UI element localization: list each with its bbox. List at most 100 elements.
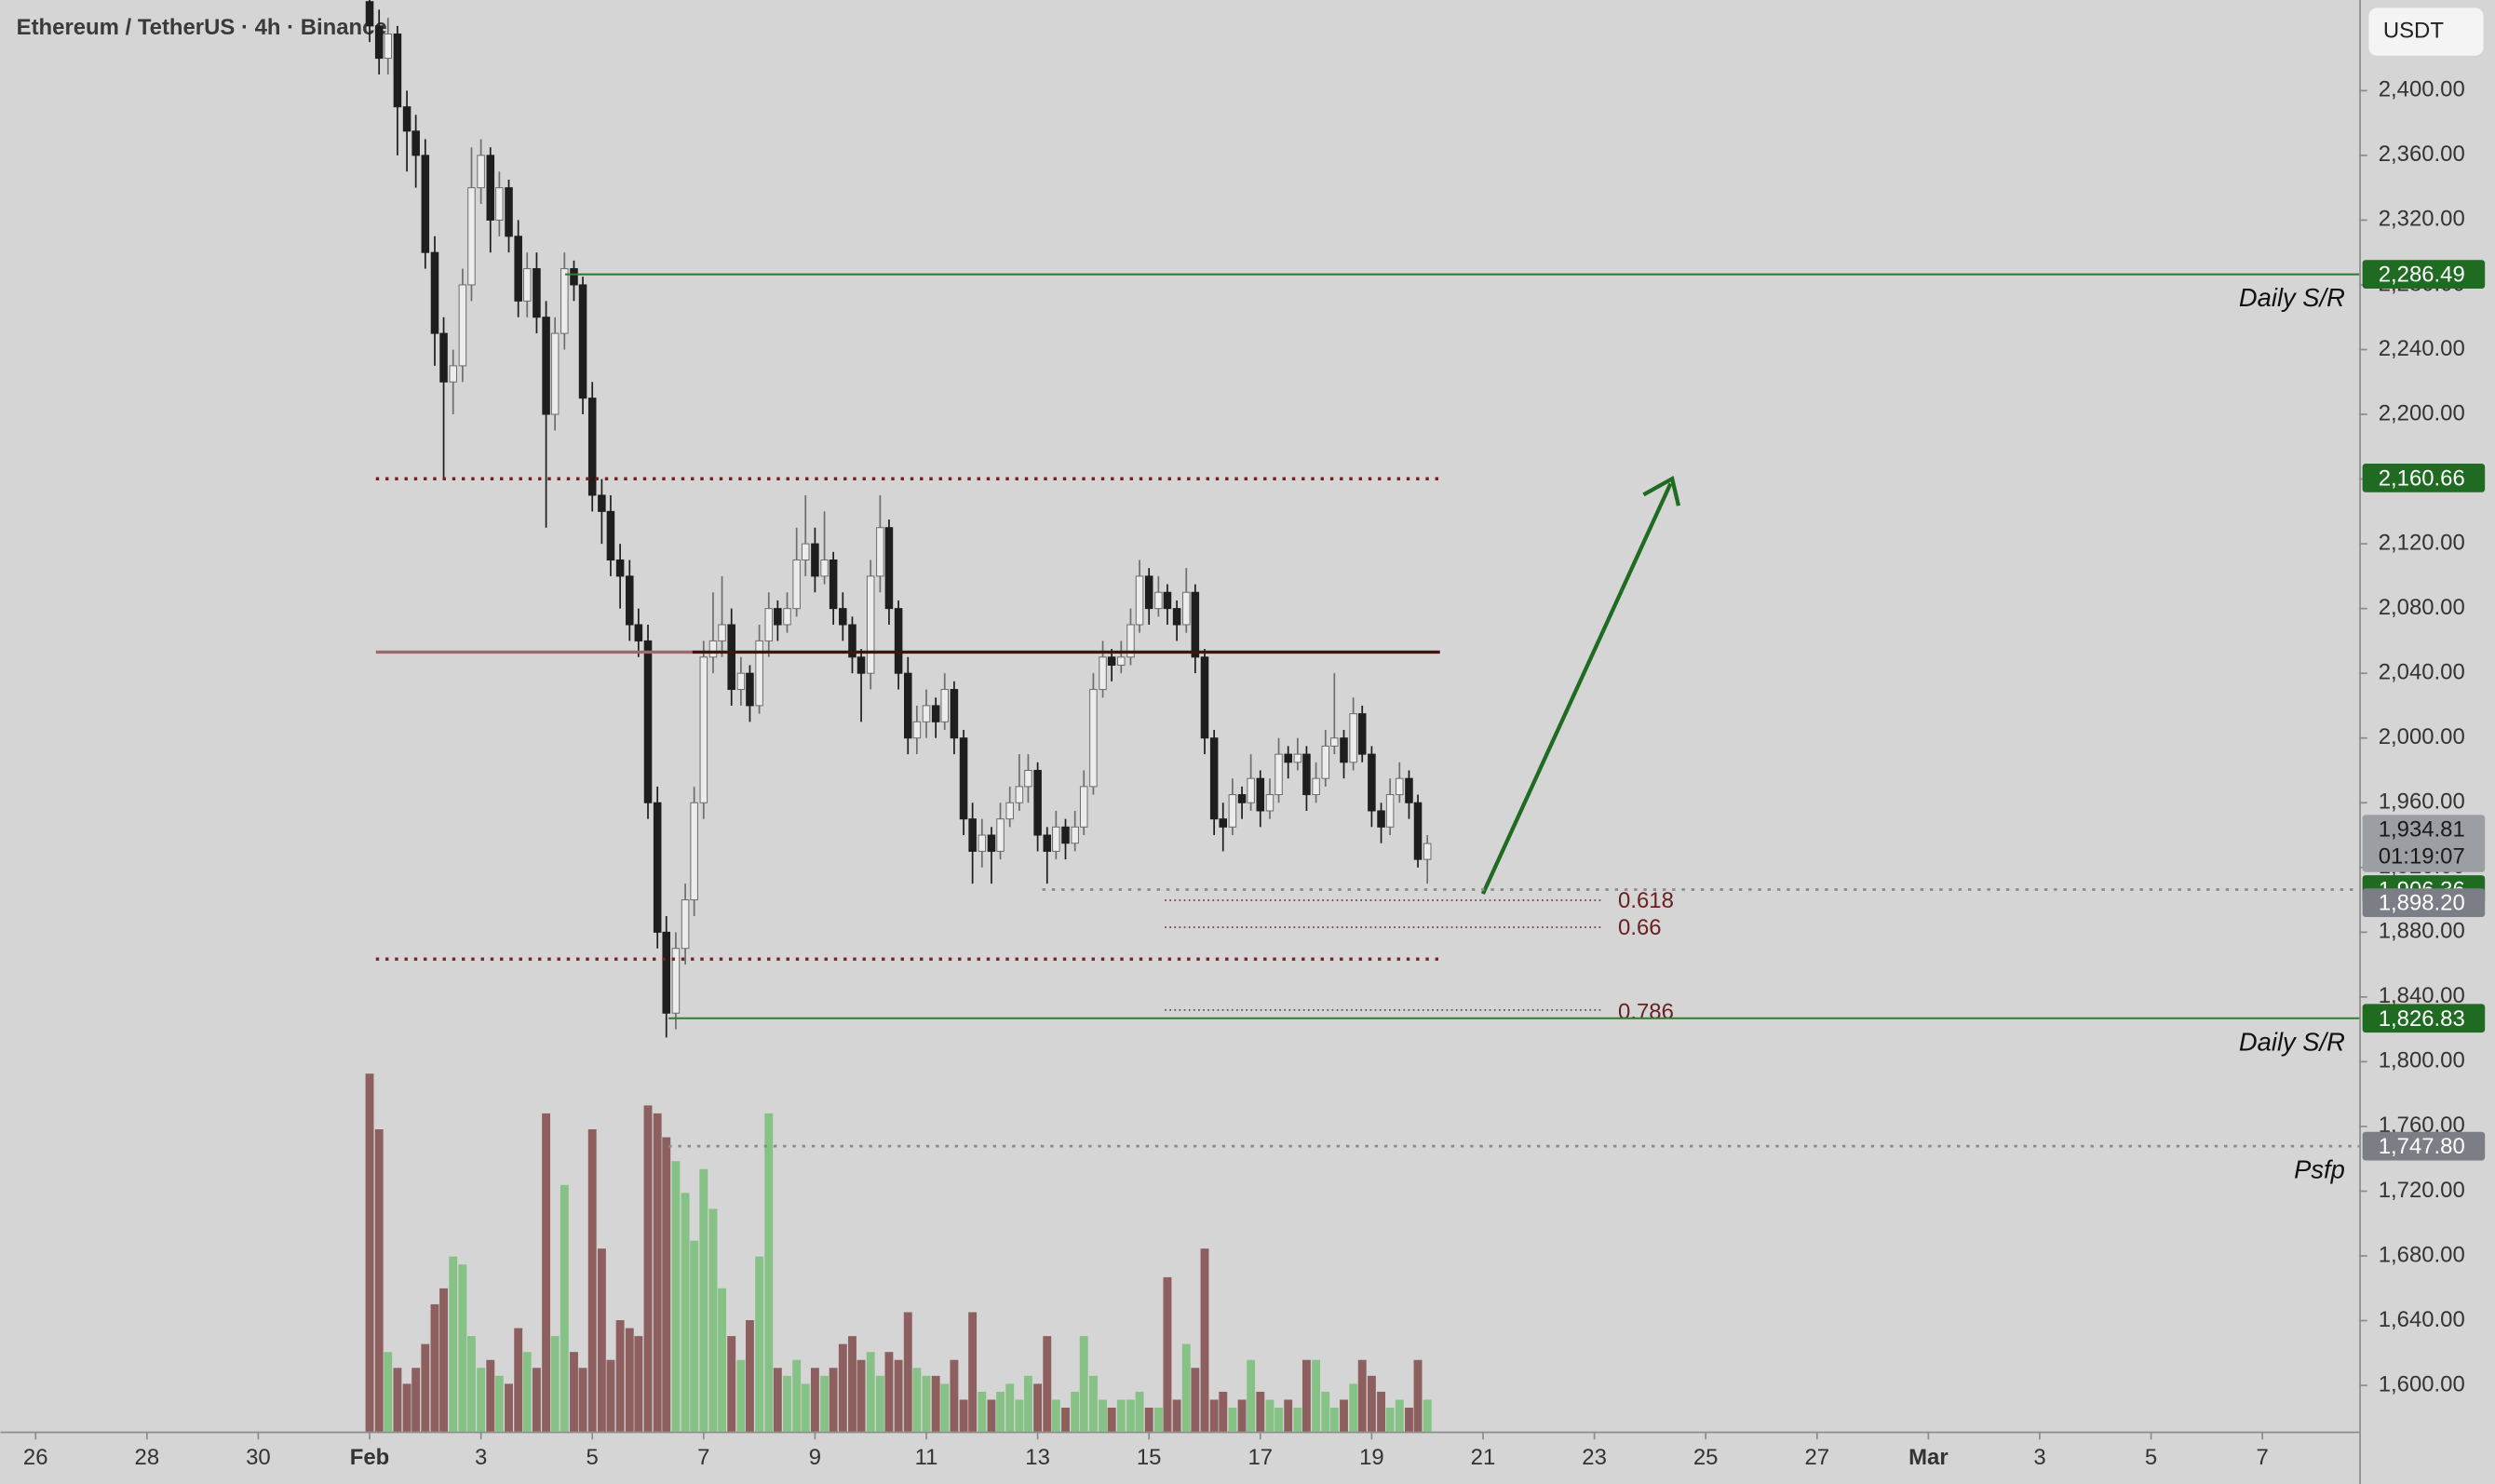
candle-body (681, 899, 690, 950)
volume-bar (773, 1368, 782, 1432)
candle-body (477, 155, 485, 189)
volume-bar (1274, 1407, 1283, 1432)
candle-body (1107, 656, 1116, 666)
candle-body (718, 624, 726, 641)
candle-body (384, 33, 393, 60)
volume-bar (699, 1168, 708, 1432)
candle-body (1302, 753, 1311, 796)
candle-body (727, 624, 735, 691)
x-tick-label: 17 (1248, 1445, 1274, 1470)
volume-bar (477, 1368, 486, 1432)
price-tag-label: 1,747.80 (2379, 1134, 2465, 1159)
volume-bar (1405, 1407, 1413, 1432)
volume-bar (522, 1352, 532, 1432)
volume-bar (792, 1359, 802, 1432)
candle-body (1052, 826, 1060, 852)
y-tick-label: 2,080.00 (2379, 595, 2465, 620)
volume-bar (708, 1208, 718, 1432)
candle-body (626, 575, 634, 626)
volume-bar (848, 1336, 856, 1432)
x-tick-label: 13 (1025, 1445, 1050, 1470)
volume-bar (439, 1288, 448, 1432)
y-tick-label: 1,640.00 (2379, 1307, 2465, 1332)
volume-bar (866, 1352, 875, 1432)
candle-body (904, 672, 912, 739)
volume-bar (1247, 1359, 1256, 1432)
currency-label[interactable]: USDT (2383, 18, 2444, 43)
candle-body (1340, 737, 1348, 763)
volume-bar (681, 1193, 690, 1432)
currency-button[interactable] (2368, 7, 2484, 56)
volume-bar (587, 1129, 597, 1432)
volume-bar (1153, 1407, 1163, 1432)
candle-body (940, 689, 950, 722)
candle-body (848, 624, 856, 658)
candle-body (950, 689, 959, 739)
y-tick-label: 1,600.00 (2379, 1371, 2465, 1396)
candle-body (542, 317, 550, 415)
candle-body (996, 818, 1005, 852)
candle-body (1209, 737, 1219, 820)
volume-bar (950, 1359, 959, 1432)
volume-bar (532, 1368, 541, 1432)
candle-body (1015, 786, 1024, 803)
candle-body (1247, 777, 1255, 803)
candle-body (1405, 777, 1413, 803)
candle-body (978, 834, 987, 852)
volume-bar (884, 1352, 894, 1432)
candle-body (1005, 802, 1014, 820)
y-tick-label: 2,200.00 (2379, 400, 2465, 425)
candle-body (839, 608, 847, 626)
volume-bar (1340, 1399, 1348, 1432)
volume-bar (486, 1359, 495, 1432)
volume-bar (570, 1352, 578, 1432)
volume-bar (1423, 1399, 1432, 1432)
volume-bar (662, 1137, 671, 1432)
volume-bar (987, 1399, 996, 1432)
candle-body (1265, 794, 1274, 812)
candle-body (560, 268, 569, 334)
candle-body (699, 656, 708, 803)
volume-bar (560, 1184, 569, 1432)
candle-body (1117, 656, 1126, 666)
volume-bar (968, 1312, 978, 1432)
arrow (1480, 482, 1673, 896)
candle-body (1284, 753, 1292, 763)
candle-body (1154, 591, 1163, 610)
volume-bar (625, 1328, 634, 1432)
x-tick-label: 11 (915, 1445, 938, 1470)
volume-bar (1023, 1375, 1032, 1432)
volume-bar (597, 1248, 606, 1432)
level-text: Daily S/R (2239, 1027, 2345, 1056)
fib-label: 0.66 (1618, 915, 1662, 940)
price-tag-label: 1,934.81 (2379, 817, 2465, 843)
volume-bar (402, 1383, 411, 1432)
y-tick-label: 2,360.00 (2379, 142, 2465, 167)
price-tag (2362, 815, 2486, 872)
candle-body (774, 608, 782, 626)
candle-body (801, 543, 810, 561)
price-tag-countdown: 01:19:07 (2379, 844, 2465, 870)
volume-bar (959, 1399, 968, 1432)
volume-layer (365, 1073, 1432, 1432)
volume-bar (365, 1073, 374, 1432)
volume-bar (606, 1359, 615, 1432)
candle-body (522, 268, 532, 302)
volume-bar (1071, 1391, 1080, 1432)
candle-body (1228, 794, 1237, 828)
volume-bar (1312, 1359, 1321, 1432)
volume-bar (1043, 1336, 1052, 1432)
price-axis: 2,400.002,360.002,320.002,280.002,240.00… (23, 77, 2486, 1470)
volume-bar (718, 1288, 726, 1432)
x-tick-label: 7 (697, 1445, 709, 1470)
candle-body (1079, 786, 1088, 828)
volume-bar (653, 1113, 662, 1432)
volume-bar (1126, 1399, 1135, 1432)
volume-bar (643, 1105, 653, 1432)
candle-body (421, 155, 430, 253)
x-tick-label: 7 (2257, 1445, 2269, 1470)
volume-bar (801, 1383, 810, 1432)
volume-bar (1200, 1248, 1209, 1432)
